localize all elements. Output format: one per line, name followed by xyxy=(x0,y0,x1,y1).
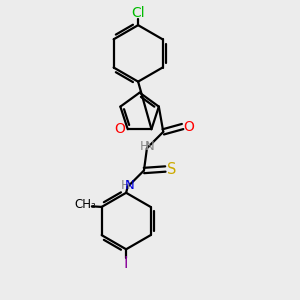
Text: H: H xyxy=(121,179,130,192)
Text: O: O xyxy=(114,122,125,136)
Text: S: S xyxy=(167,161,177,176)
Text: H: H xyxy=(140,140,149,153)
Text: Cl: Cl xyxy=(131,6,145,20)
Text: N: N xyxy=(125,179,135,192)
Text: O: O xyxy=(184,119,195,134)
Text: CH₃: CH₃ xyxy=(74,198,96,211)
Text: I: I xyxy=(124,256,128,271)
Text: N: N xyxy=(144,140,154,153)
